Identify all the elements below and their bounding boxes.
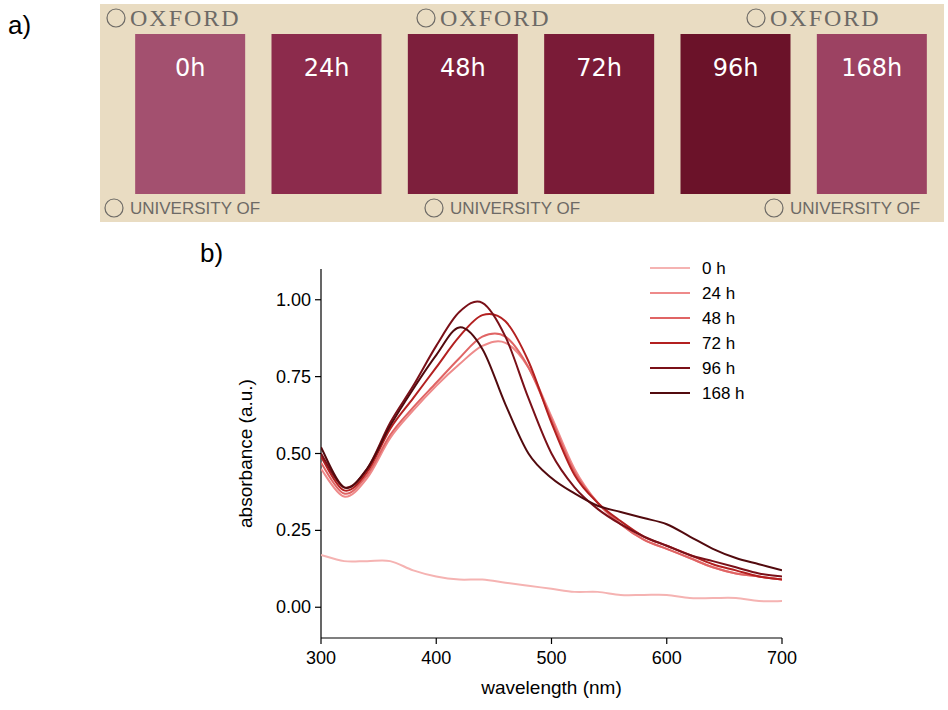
y-tick-label: 0.50 (276, 444, 311, 464)
crest (107, 9, 125, 27)
panel-letter: b) (200, 238, 223, 268)
x-tick-label: 300 (306, 648, 336, 668)
sample-label: 48h (440, 54, 486, 82)
panel-letter: a) (8, 10, 31, 40)
y-axis-title: absorbance (a.u.) (235, 379, 256, 528)
y-tick (315, 376, 321, 377)
x-tick (666, 638, 667, 644)
sample-label: 0h (175, 54, 205, 82)
film-sample (272, 34, 382, 194)
crest (105, 199, 123, 217)
legend-swatch (650, 367, 690, 369)
film-sample (681, 34, 791, 194)
series-line (321, 333, 782, 579)
legend-label: 72 h (702, 334, 735, 353)
watermark: OXFORD (130, 5, 241, 31)
x-tick (436, 638, 437, 644)
crest (765, 199, 783, 217)
sample-label: 168h (841, 54, 902, 82)
series-line (321, 314, 782, 580)
x-tick-label: 700 (767, 648, 797, 668)
photo-background (100, 4, 944, 222)
x-tick-label: 400 (421, 648, 451, 668)
x-tick (781, 638, 782, 644)
y-tick-label: 1.00 (276, 290, 311, 310)
sample-label: 24h (304, 54, 350, 82)
sample-label: 72h (576, 54, 622, 82)
legend-label: 24 h (702, 284, 735, 303)
legend-label: 48 h (702, 309, 735, 328)
crest (425, 199, 443, 217)
series-line (321, 341, 782, 579)
watermark: OXFORD (770, 5, 881, 31)
legend-label: 96 h (702, 359, 735, 378)
watermark: OXFORD (440, 5, 551, 31)
series-line (321, 302, 782, 577)
y-tick (315, 453, 321, 454)
y-tick-label: 0.00 (276, 597, 311, 617)
legend-label: 0 h (702, 259, 726, 278)
x-tick-label: 500 (536, 648, 566, 668)
series-line (321, 327, 782, 570)
x-tick (320, 638, 321, 644)
crest (747, 9, 765, 27)
x-axis-title: wavelength (nm) (480, 677, 621, 698)
x-tick (551, 638, 552, 644)
y-tick (315, 607, 321, 608)
watermark: UNIVERSITY OF (790, 199, 920, 218)
watermark: UNIVERSITY OF (450, 199, 580, 218)
plot-lines (321, 302, 782, 602)
legend-swatch (650, 392, 690, 394)
y-tick-label: 0.75 (276, 367, 311, 387)
legend-label: 168 h (702, 384, 745, 403)
y-tick (315, 299, 321, 300)
y-tick-label: 0.25 (276, 520, 311, 540)
film-sample (544, 34, 654, 194)
x-tick-label: 600 (652, 648, 682, 668)
film-sample (817, 34, 927, 194)
y-tick (315, 530, 321, 531)
sample-label: 96h (713, 54, 759, 82)
legend-swatch (650, 292, 690, 294)
film-sample (135, 34, 245, 194)
figure: a) OXFORD OXFORD OXFORD UNIVERSITY OF UNIVERS… (0, 0, 948, 710)
legend-swatch (650, 267, 690, 269)
legend-swatch (650, 317, 690, 319)
crest (417, 9, 435, 27)
watermark: UNIVERSITY OF (130, 199, 260, 218)
film-sample (408, 34, 518, 194)
legend-swatch (650, 342, 690, 344)
